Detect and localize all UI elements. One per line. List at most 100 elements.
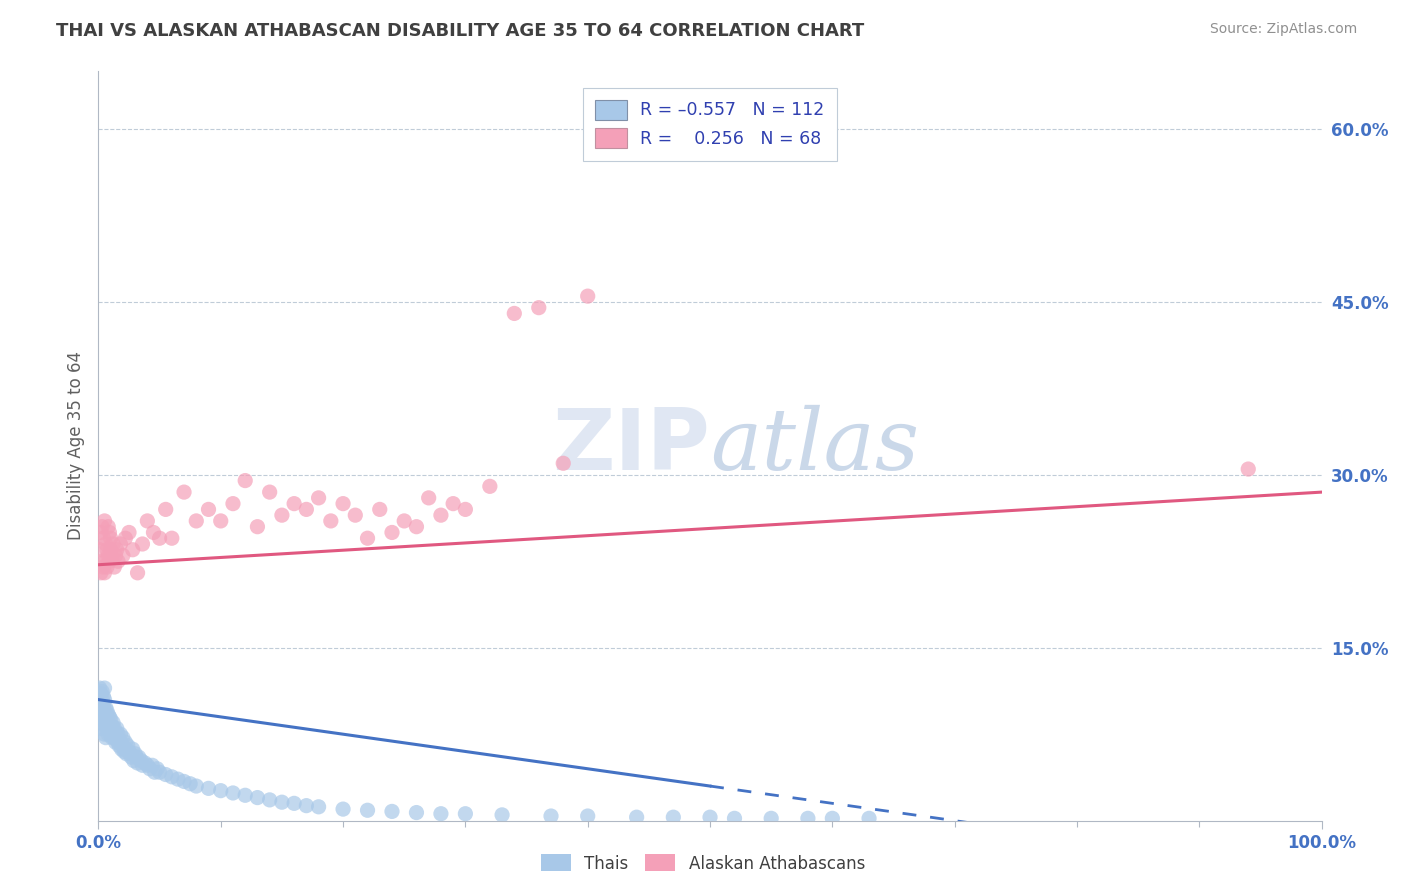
Point (90, 525, 112, 540)
Point (295, 502, 318, 516)
Point (246, 519, 269, 533)
Point (308, 491, 330, 505)
Text: atlas: atlas (710, 405, 920, 487)
Point (209, 783, 232, 797)
Point (97, 715, 120, 730)
Point (105, 542, 128, 557)
Point (93, 712, 115, 726)
Point (103, 560, 125, 574)
Point (91, 704, 114, 718)
Point (93, 514, 115, 528)
Point (197, 781, 219, 796)
Point (96, 542, 118, 557)
Point (173, 485, 195, 500)
Point (114, 742, 136, 756)
Point (149, 765, 172, 780)
Point (821, 811, 844, 825)
Point (96, 722, 118, 736)
Point (89, 542, 111, 557)
Legend: R = –0.557   N = 112, R =    0.256   N = 68: R = –0.557 N = 112, R = 0.256 N = 68 (583, 87, 837, 161)
Point (295, 798, 318, 813)
Point (128, 750, 150, 764)
Point (146, 762, 169, 776)
Point (356, 803, 378, 817)
Point (553, 456, 575, 470)
Point (107, 554, 129, 568)
Legend: Thais, Alaskan Athabascans: Thais, Alaskan Athabascans (534, 847, 872, 880)
Point (142, 525, 165, 540)
Point (98, 525, 121, 540)
Point (761, 811, 783, 825)
Point (91, 554, 114, 568)
Point (131, 537, 153, 551)
Point (94, 700, 117, 714)
Point (110, 735, 132, 749)
Point (143, 765, 166, 780)
Point (454, 806, 477, 821)
Point (527, 301, 550, 315)
Point (173, 774, 195, 789)
Point (626, 810, 648, 824)
Point (89, 692, 111, 706)
Point (344, 508, 367, 523)
Point (96, 704, 118, 718)
Point (122, 754, 145, 768)
Point (117, 739, 139, 753)
Point (155, 502, 177, 516)
Point (101, 731, 124, 745)
Point (97, 549, 120, 563)
Point (91, 707, 114, 722)
Point (430, 508, 453, 523)
Point (110, 727, 132, 741)
Point (368, 502, 391, 516)
Point (103, 722, 125, 736)
Point (179, 777, 201, 791)
Point (105, 731, 128, 745)
Point (91, 560, 114, 574)
Point (90, 566, 112, 580)
Point (332, 802, 354, 816)
Point (100, 531, 122, 545)
Point (186, 514, 208, 528)
Point (105, 722, 128, 736)
Point (259, 485, 281, 500)
Point (160, 770, 183, 784)
Point (723, 811, 745, 825)
Point (101, 550, 124, 565)
Point (392, 514, 416, 528)
Point (101, 719, 124, 733)
Point (111, 549, 134, 563)
Point (111, 739, 134, 753)
Point (167, 772, 190, 786)
Point (120, 750, 142, 764)
Point (139, 762, 162, 776)
Point (124, 747, 146, 761)
Point (91, 712, 114, 726)
Point (308, 799, 330, 814)
Point (283, 497, 305, 511)
Point (89, 681, 111, 695)
Point (699, 810, 721, 824)
Point (90, 687, 112, 701)
Point (418, 491, 440, 505)
Point (270, 795, 294, 809)
Point (114, 531, 136, 545)
Point (108, 739, 131, 753)
Point (93, 727, 115, 741)
Point (121, 542, 143, 557)
Point (125, 750, 148, 764)
Point (319, 514, 342, 528)
Point (89, 704, 111, 718)
Point (332, 497, 354, 511)
Point (118, 744, 141, 758)
Point (222, 786, 245, 800)
Point (381, 525, 404, 540)
Point (91, 692, 114, 706)
Point (111, 742, 134, 756)
Point (100, 722, 122, 736)
Point (503, 306, 526, 320)
Point (101, 723, 124, 738)
Point (110, 537, 132, 551)
Point (112, 744, 135, 758)
Text: THAI VS ALASKAN ATHABASCAN DISABILITY AGE 35 TO 64 CORRELATION CHART: THAI VS ALASKAN ATHABASCAN DISABILITY AG… (56, 22, 865, 40)
